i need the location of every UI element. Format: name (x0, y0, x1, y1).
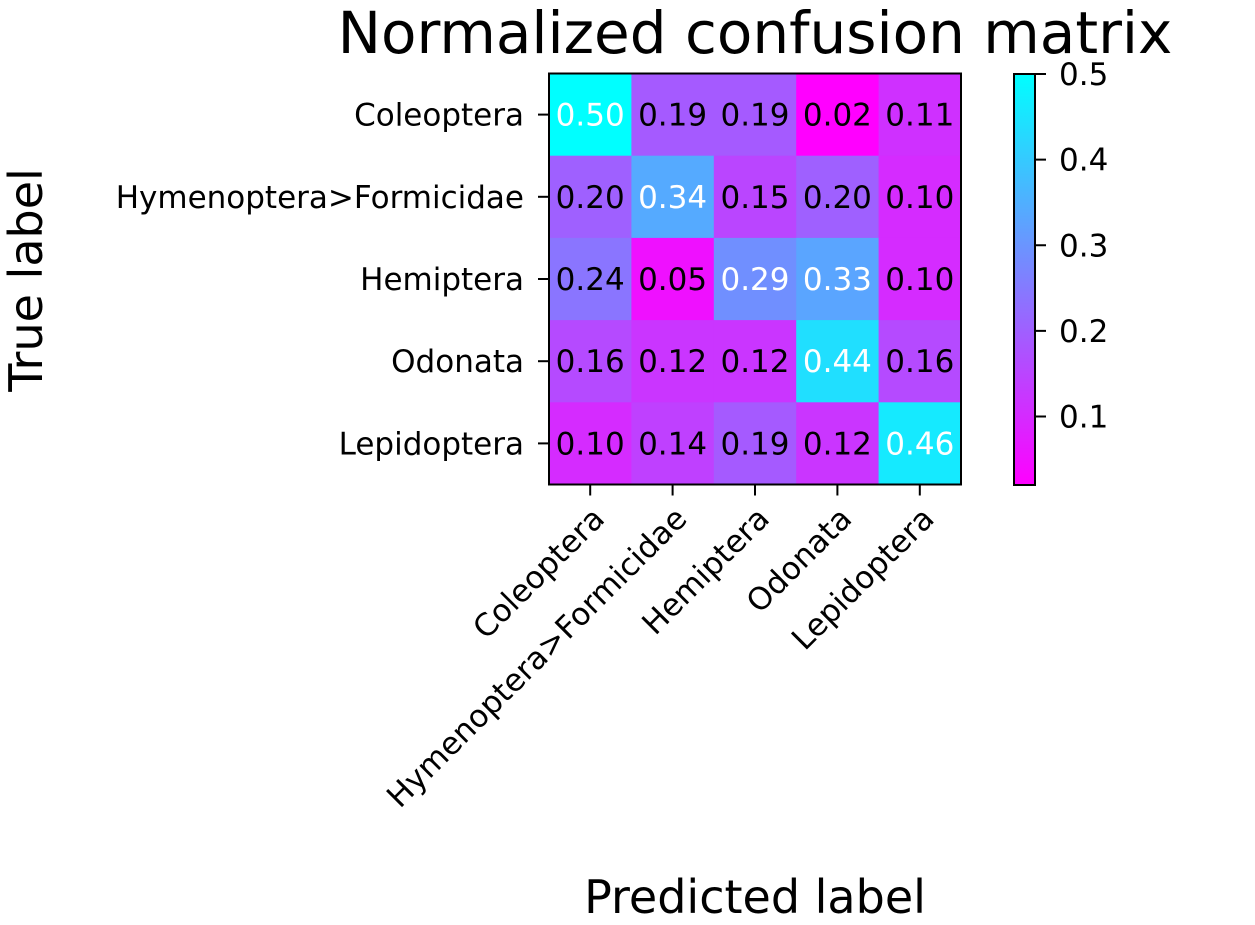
heatmap-cell (878, 237, 962, 321)
cell-value-label: 0.14 (638, 426, 707, 462)
cell-value-label: 0.19 (638, 98, 707, 134)
cell-value-label: 0.20 (803, 180, 872, 216)
cell-value-label: 0.12 (638, 344, 707, 380)
colorbar-ticks: 0.1 0.2 0.3 0.4 0.5 (1035, 57, 1108, 436)
heatmap-cell (549, 402, 632, 485)
cell-value-label: 0.29 (720, 262, 789, 298)
colorbar-tick-label: 0.4 (1059, 143, 1108, 179)
cell-value-label: 0.02 (803, 98, 872, 134)
heatmap-cell (631, 73, 715, 157)
colorbar-tick-label: 0.2 (1059, 314, 1108, 350)
heatmap-cell (631, 237, 715, 321)
cell-value-label: 0.16 (556, 344, 625, 380)
x-tick-label: Hymenoptera>Formicidae (380, 501, 694, 815)
cell-value-label: 0.11 (885, 98, 954, 134)
heatmap-cell (796, 155, 880, 239)
heatmap-cell (713, 237, 797, 321)
heatmap-cell (549, 155, 632, 239)
heatmap-cell (878, 155, 962, 239)
cell-value-labels: 0.50 0.19 0.19 0.02 0.11 0.20 0.34 0.15 0.20 0.10… (556, 98, 955, 463)
x-axis-label: Predicted label (584, 870, 926, 924)
heatmap-cell (549, 73, 632, 157)
heatmap-cell (549, 237, 632, 321)
heatmap-cell (631, 155, 715, 239)
heatmap-cell (631, 402, 715, 485)
y-tick-label: Hemiptera (360, 262, 524, 298)
cell-value-label: 0.15 (720, 180, 789, 216)
x-axis-ticks: ColeopteraHymenoptera>FormicidaeHemipter… (380, 484, 942, 815)
heatmap-cell (878, 402, 962, 485)
cell-value-label: 0.10 (885, 180, 954, 216)
cell-value-label: 0.50 (556, 98, 625, 134)
y-tick-label: Lepidoptera (339, 426, 524, 462)
cell-value-label: 0.16 (885, 344, 954, 380)
cell-value-label: 0.33 (803, 262, 872, 298)
cell-value-label: 0.10 (885, 262, 954, 298)
y-tick-label: Coleoptera (354, 98, 524, 134)
colorbar-tick-label: 0.1 (1059, 400, 1108, 436)
heatmap-cell (713, 402, 797, 485)
heatmap-cell (796, 73, 880, 157)
heatmap-cell (796, 402, 880, 485)
cell-value-label: 0.12 (803, 426, 872, 462)
heatmap-cell (878, 320, 962, 403)
cell-value-label: 0.34 (638, 180, 707, 216)
heatmap-cells (549, 73, 962, 485)
cell-value-label: 0.19 (720, 98, 789, 134)
cell-value-label: 0.19 (720, 426, 789, 462)
heatmap-cell (713, 73, 797, 157)
heatmap-cell (713, 155, 797, 239)
cell-value-label: 0.12 (720, 344, 789, 380)
heatmap-cell (796, 320, 880, 403)
heatmap-cell (878, 73, 962, 157)
y-tick-label: Odonata (391, 344, 524, 380)
cell-value-label: 0.05 (638, 262, 707, 298)
chart-title: Normalized confusion matrix (338, 0, 1173, 67)
colorbar (1013, 73, 1036, 486)
cell-value-label: 0.44 (803, 344, 872, 380)
y-axis-ticks: Coleoptera Hymenoptera>Formicidae Hemipter… (116, 98, 549, 462)
heatmap-cell (549, 320, 632, 403)
cell-value-label: 0.20 (556, 180, 625, 216)
heatmap-cell (631, 320, 715, 403)
cell-value-label: 0.46 (885, 426, 954, 462)
heatmap-cell (796, 237, 880, 321)
heatmap-cell (713, 320, 797, 403)
y-tick-label: Hymenoptera>Formicidae (116, 180, 524, 216)
colorbar-tick-label: 0.3 (1059, 228, 1108, 264)
cell-value-label: 0.10 (556, 426, 625, 462)
y-axis-label: True label (0, 168, 53, 393)
colorbar-tick-label: 0.5 (1059, 57, 1108, 93)
cell-value-label: 0.24 (556, 262, 625, 298)
x-tick-label: Lepidoptera (785, 501, 942, 658)
